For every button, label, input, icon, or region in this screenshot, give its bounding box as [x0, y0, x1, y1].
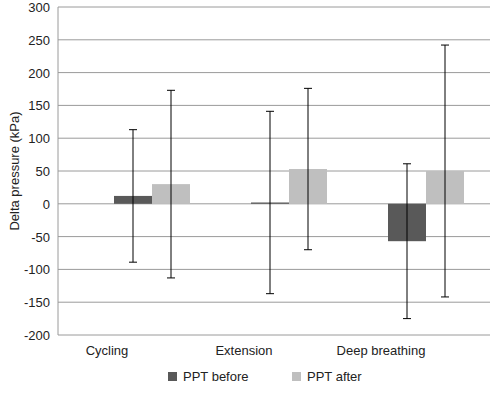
y-tick-label: -150: [24, 295, 50, 310]
grid-line: [58, 39, 490, 40]
error-cap: [167, 277, 175, 278]
error-bar: [167, 90, 175, 278]
error-stem: [270, 111, 271, 293]
legend-label: PPT after: [307, 369, 362, 384]
error-cap: [403, 163, 411, 164]
error-cap: [266, 111, 274, 112]
y-tick-label: 200: [28, 66, 50, 81]
y-axis-line: [58, 7, 59, 335]
grid-line: [58, 138, 490, 139]
error-stem: [133, 130, 134, 263]
y-tick-label: 0: [43, 197, 50, 212]
y-tick-label: -200: [24, 328, 50, 343]
error-stem: [445, 45, 446, 297]
y-tick-label: -50: [31, 230, 50, 245]
plot-area: [114, 45, 464, 319]
error-cap: [441, 45, 449, 46]
x-tick-label: Extension: [215, 343, 272, 358]
grid-line: [58, 302, 490, 303]
y-tick-label: -100: [24, 262, 50, 277]
legend-swatch: [292, 372, 301, 381]
error-cap: [304, 249, 312, 250]
x-tick-label: Cycling: [86, 343, 129, 358]
error-stem: [308, 88, 309, 249]
grid-line: [58, 7, 490, 8]
error-bar: [403, 164, 411, 319]
grid-line: [58, 105, 490, 106]
error-cap: [266, 293, 274, 294]
error-bar: [441, 45, 449, 297]
grid-line: [58, 335, 490, 336]
error-stem: [407, 164, 408, 319]
y-tick-label: 100: [28, 131, 50, 146]
y-tick-label: 150: [28, 98, 50, 113]
grid-line: [58, 72, 490, 73]
error-cap: [441, 296, 449, 297]
error-cap: [403, 318, 411, 319]
y-tick-label: 50: [36, 164, 50, 179]
grid-line: [58, 269, 490, 270]
error-cap: [167, 90, 175, 91]
error-bar: [304, 88, 312, 249]
y-axis-label: Delta pressure (kPa): [7, 111, 22, 230]
x-tick-label: Deep breathing: [337, 343, 426, 358]
error-bar: [129, 130, 137, 263]
error-cap: [304, 88, 312, 89]
grid-line: [58, 171, 490, 172]
error-stem: [171, 90, 172, 278]
y-tick-label: 300: [28, 0, 50, 15]
legend-swatch: [168, 372, 177, 381]
chart: -200 -150 -100 -50 0 50 100 150 200 250 300 Delta p…: [0, 0, 500, 395]
error-cap: [129, 129, 137, 130]
error-bar: [266, 111, 274, 293]
error-cap: [129, 262, 137, 263]
legend-label: PPT before: [183, 369, 249, 384]
y-tick-label: 250: [28, 33, 50, 48]
